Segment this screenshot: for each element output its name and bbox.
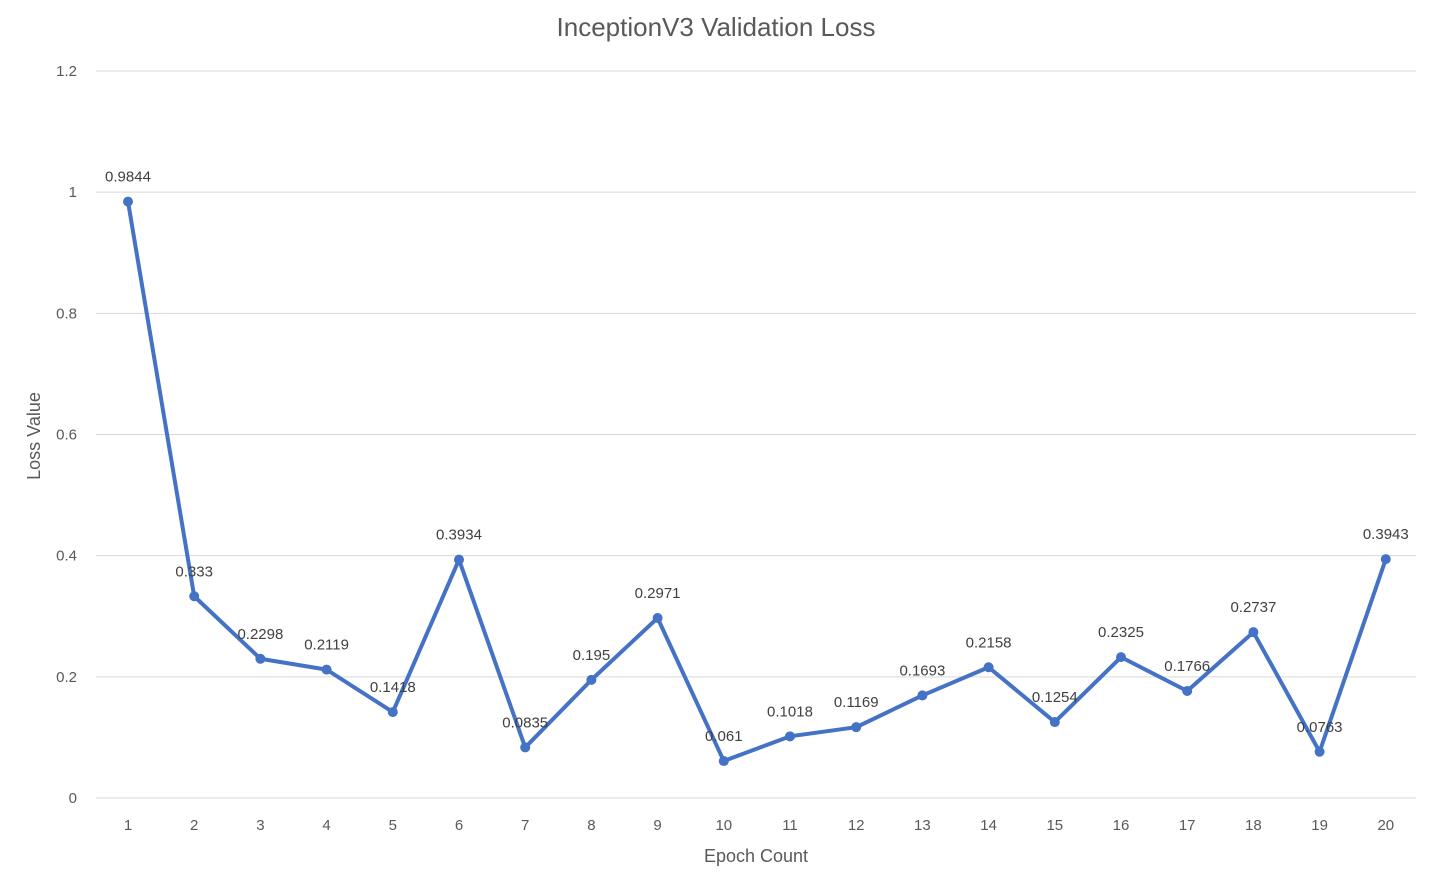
data-label: 0.1254 bbox=[1032, 689, 1078, 706]
x-tick-label: 8 bbox=[587, 817, 595, 834]
y-tick-label: 0.6 bbox=[56, 427, 77, 444]
x-tick-label: 2 bbox=[190, 817, 198, 834]
x-tick-label: 9 bbox=[653, 817, 661, 834]
data-label: 0.2971 bbox=[635, 585, 681, 602]
y-tick-label: 0.2 bbox=[56, 669, 77, 686]
y-tick-label: 1 bbox=[69, 184, 77, 201]
data-point bbox=[454, 554, 464, 565]
x-tick-label: 15 bbox=[1046, 817, 1063, 834]
chart-title: InceptionV3 Validation Loss bbox=[557, 12, 876, 42]
data-point bbox=[851, 722, 862, 733]
data-label: 0.2119 bbox=[304, 637, 349, 654]
data-labels: 0.9844 0.333 0.2298 0.2119 0.1418 0.3934 0.083… bbox=[105, 169, 1409, 745]
data-label: 0.1169 bbox=[834, 694, 879, 711]
data-label: 0.195 bbox=[573, 647, 611, 664]
data-point bbox=[983, 662, 994, 673]
data-point bbox=[387, 707, 398, 718]
x-tick-label: 11 bbox=[782, 817, 798, 834]
series-loss bbox=[123, 196, 1391, 767]
data-label: 0.3934 bbox=[436, 527, 482, 544]
x-axis-title: Epoch Count bbox=[704, 846, 808, 866]
x-tick-label: 3 bbox=[256, 817, 264, 834]
data-label: 0.333 bbox=[175, 563, 213, 580]
data-label: 0.0763 bbox=[1297, 719, 1343, 736]
x-tick-label: 5 bbox=[389, 817, 397, 834]
data-point bbox=[255, 653, 266, 664]
data-point bbox=[189, 591, 200, 602]
x-tick-label: 1 bbox=[124, 817, 132, 834]
x-axis-ticks: 1 2 3 4 5 6 7 8 9 10 11 12 13 14 15 16 17 18 19 20 bbox=[124, 817, 1394, 834]
data-point bbox=[1380, 554, 1391, 565]
data-point bbox=[123, 196, 133, 207]
x-tick-label: 16 bbox=[1113, 817, 1130, 834]
data-label: 0.0835 bbox=[502, 714, 548, 731]
data-label: 0.9844 bbox=[105, 169, 151, 186]
y-tick-label: 0 bbox=[69, 790, 77, 807]
y-tick-label: 1.2 bbox=[56, 63, 77, 80]
data-point bbox=[1248, 627, 1259, 638]
data-point bbox=[1182, 686, 1193, 697]
y-axis-title: Loss Value bbox=[24, 392, 44, 480]
data-label: 0.1018 bbox=[767, 703, 813, 720]
data-label: 0.1766 bbox=[1164, 658, 1210, 675]
x-tick-label: 10 bbox=[715, 817, 732, 834]
y-tick-label: 0.8 bbox=[56, 305, 77, 322]
data-point bbox=[718, 756, 729, 767]
y-tick-label: 0.4 bbox=[56, 548, 77, 565]
data-label: 0.1693 bbox=[899, 662, 945, 679]
data-point bbox=[1116, 652, 1126, 663]
data-point bbox=[1314, 746, 1325, 757]
x-tick-label: 12 bbox=[848, 817, 865, 834]
data-point bbox=[520, 742, 531, 753]
x-tick-label: 13 bbox=[914, 817, 931, 834]
data-point bbox=[917, 690, 928, 701]
x-tick-label: 17 bbox=[1179, 817, 1196, 834]
x-tick-label: 18 bbox=[1245, 817, 1262, 834]
data-point bbox=[586, 674, 597, 685]
data-label: 0.2158 bbox=[966, 634, 1012, 651]
data-point bbox=[785, 731, 795, 742]
data-label: 0.1418 bbox=[370, 679, 416, 696]
x-tick-label: 14 bbox=[980, 817, 997, 834]
data-point bbox=[321, 664, 332, 675]
gridlines bbox=[96, 70, 1416, 799]
series-line bbox=[126, 199, 1388, 764]
x-tick-label: 19 bbox=[1311, 817, 1328, 834]
x-tick-label: 4 bbox=[322, 817, 330, 834]
x-tick-label: 6 bbox=[455, 817, 463, 834]
data-point bbox=[1049, 717, 1060, 728]
data-label: 0.061 bbox=[705, 728, 743, 745]
data-label: 0.2737 bbox=[1230, 599, 1276, 616]
data-label: 0.3943 bbox=[1363, 526, 1409, 543]
y-axis-ticks: 0 0.2 0.4 0.6 0.8 1 1.2 bbox=[56, 63, 77, 807]
data-label: 0.2325 bbox=[1098, 624, 1144, 641]
data-label: 0.2298 bbox=[237, 626, 283, 643]
x-tick-label: 20 bbox=[1377, 817, 1394, 834]
data-point bbox=[652, 613, 663, 624]
x-tick-label: 7 bbox=[521, 817, 529, 834]
